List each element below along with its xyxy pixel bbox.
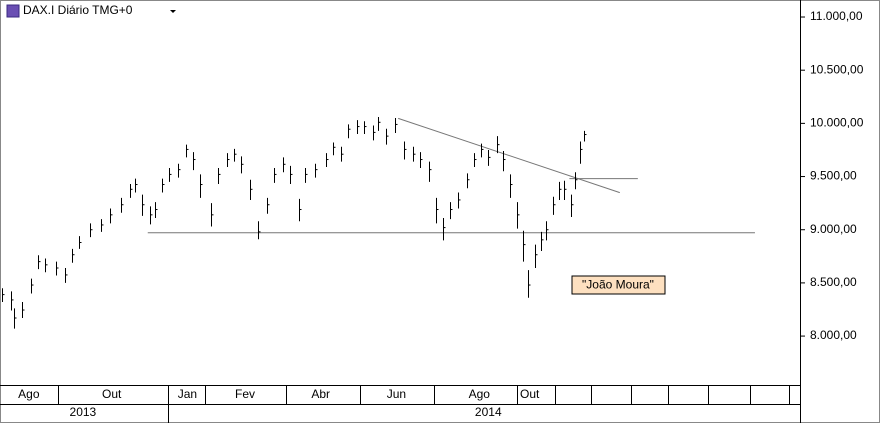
y-tick-label: 8.000,00 <box>810 328 857 342</box>
y-tick-label: 10.500,00 <box>810 62 864 76</box>
y-tick-label: 11.000,00 <box>810 9 863 23</box>
dropdown-arrow[interactable] <box>170 10 176 13</box>
trendline <box>398 117 620 194</box>
y-tick-label: 9.500,00 <box>810 169 857 183</box>
x-tick-label: Fev <box>235 387 255 401</box>
annotation: "João Moura" <box>582 278 654 292</box>
year-label: 2014 <box>475 405 502 419</box>
chart-title[interactable]: DAX.I Diário TMG+0 <box>23 3 133 17</box>
y-tick-label: 10.000,00 <box>810 116 864 130</box>
x-tick-label: Out <box>102 387 122 401</box>
annotation-box <box>571 275 666 295</box>
x-tick-label: Ago <box>469 387 491 401</box>
x-tick-label: Out <box>520 387 540 401</box>
y-tick-label: 8.500,00 <box>810 275 857 289</box>
y-tick-label: 9.000,00 <box>810 222 857 236</box>
x-tick-label: Jan <box>178 387 197 401</box>
x-tick-label: Ago <box>18 387 40 401</box>
x-tick-label: Abr <box>311 387 330 401</box>
year-label: 2013 <box>70 405 97 419</box>
symbol-icon[interactable] <box>6 4 20 18</box>
x-tick-label: Jun <box>387 387 406 401</box>
